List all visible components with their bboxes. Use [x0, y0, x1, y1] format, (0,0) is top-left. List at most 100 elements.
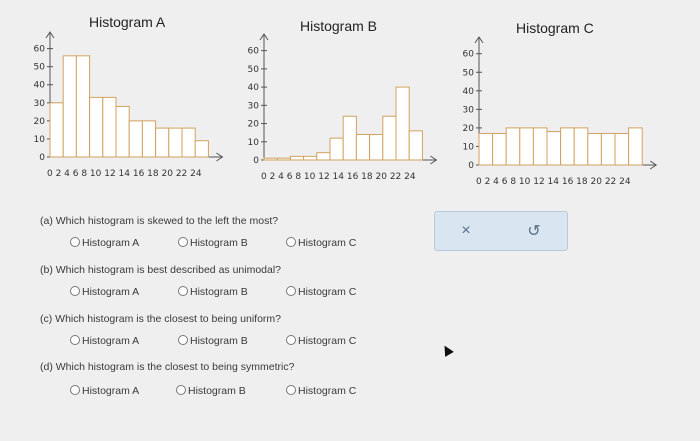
- histogram-bar: [276, 157, 291, 161]
- histogram-bar: [492, 132, 507, 166]
- histogram-bar: [62, 55, 77, 158]
- clear-button[interactable]: ×: [453, 218, 479, 244]
- y-tick-label: 0: [253, 156, 259, 166]
- histogram-bar: [263, 157, 278, 161]
- radio-icon[interactable]: [286, 286, 296, 296]
- radio-icon[interactable]: [178, 237, 188, 247]
- histogram-bar: [614, 132, 630, 166]
- histogram-bar: [329, 137, 344, 161]
- option-b-histogram-c[interactable]: Histogram C: [286, 286, 356, 298]
- option-b-histogram-b[interactable]: Histogram B: [178, 286, 248, 298]
- option-label: Histogram C: [298, 286, 357, 298]
- y-axis-arrow: [45, 31, 55, 39]
- y-tick-label: 10: [463, 142, 475, 152]
- y-tick-label: 50: [248, 65, 260, 75]
- option-c-histogram-a[interactable]: Histogram A: [70, 335, 139, 347]
- y-tick-label: 40: [248, 83, 260, 93]
- x-tick-labels: 0 2 4 6 8 10 12 14 16 18 20 22 24: [476, 177, 631, 187]
- histogram-bar: [181, 127, 196, 158]
- option-d-histogram-a[interactable]: Histogram A: [70, 385, 139, 397]
- y-tick-label: 30: [463, 105, 475, 115]
- histogram-bar: [115, 105, 130, 158]
- option-a-histogram-c[interactable]: Histogram C: [286, 237, 356, 249]
- y-tick-label: 10: [34, 135, 46, 145]
- y-tick-label: 0: [39, 153, 45, 163]
- radio-icon[interactable]: [70, 385, 80, 395]
- histogram-bar: [155, 127, 170, 158]
- histogram-bar: [342, 115, 357, 161]
- y-tick-label: 40: [463, 87, 475, 97]
- y-tick-label: 50: [34, 63, 46, 73]
- y-tick-label: 50: [463, 68, 475, 78]
- histogram-bar: [194, 140, 209, 158]
- histogram-bar: [141, 120, 157, 158]
- radio-icon[interactable]: [176, 385, 186, 395]
- histogram-bar: [478, 132, 494, 166]
- y-tick-label: 20: [463, 124, 475, 134]
- histogram-bar: [369, 133, 384, 161]
- y-axis-arrow: [259, 33, 269, 41]
- option-d-histogram-c[interactable]: Histogram C: [286, 385, 356, 397]
- option-d-histogram-b[interactable]: Histogram B: [176, 385, 246, 397]
- x-tick-labels: 0 2 4 6 8 10 12 14 16 18 20 22 24: [47, 169, 202, 179]
- histogram-bar: [128, 120, 143, 158]
- histogram-bar: [355, 133, 371, 161]
- histogram-bar: [587, 132, 602, 166]
- option-c-histogram-c[interactable]: Histogram C: [286, 335, 356, 347]
- histogram-b-title: Histogram B: [300, 18, 378, 34]
- option-label: Histogram A: [82, 237, 140, 249]
- radio-icon[interactable]: [286, 335, 296, 345]
- radio-icon[interactable]: [70, 286, 80, 296]
- question-c-label: (c) Which histogram is the closest to be…: [40, 313, 282, 325]
- mouse-cursor-icon: [440, 343, 454, 357]
- option-b-histogram-a[interactable]: Histogram A: [70, 286, 139, 298]
- radio-icon[interactable]: [286, 385, 296, 395]
- question-b-label: (b) Which histogram is best described as…: [40, 264, 282, 276]
- histogram-bar: [168, 127, 183, 158]
- option-a-histogram-a[interactable]: Histogram A: [70, 237, 139, 249]
- histogram-bar: [573, 127, 589, 166]
- option-label: Histogram A: [82, 286, 140, 298]
- option-c-histogram-b[interactable]: Histogram B: [178, 335, 248, 347]
- histogram-bar: [560, 127, 575, 166]
- radio-icon[interactable]: [70, 237, 80, 247]
- histogram-bar: [289, 155, 305, 161]
- option-label: Histogram C: [298, 335, 357, 347]
- histogram-bar: [382, 115, 397, 161]
- y-tick-label: 20: [248, 120, 260, 130]
- y-tick-label: 0: [468, 161, 474, 171]
- histogram-bar: [408, 130, 423, 161]
- radio-icon[interactable]: [70, 335, 80, 345]
- radio-icon[interactable]: [286, 237, 296, 247]
- histogram-bar: [505, 127, 521, 166]
- x-axis-arrow: [649, 160, 658, 170]
- y-tick-label: 30: [34, 99, 46, 109]
- histogram-bar: [303, 155, 318, 161]
- histogram-bar: [519, 127, 534, 166]
- histogram-bar: [89, 96, 104, 158]
- option-label: Histogram B: [188, 385, 246, 397]
- option-a-histogram-b[interactable]: Histogram B: [178, 237, 248, 249]
- histogram-bar: [628, 127, 643, 166]
- undo-icon: ↺: [527, 223, 541, 240]
- x-axis-arrow: [430, 155, 438, 165]
- question-d-label: (d) Which histogram is the closest to be…: [40, 361, 295, 373]
- histogram-c-title: Histogram C: [516, 20, 594, 36]
- option-label: Histogram B: [190, 286, 248, 298]
- x-axis-arrow: [216, 152, 224, 162]
- option-label: Histogram B: [190, 335, 248, 347]
- histogram-bar: [316, 152, 331, 161]
- option-label: Histogram B: [190, 237, 248, 249]
- radio-icon[interactable]: [178, 335, 188, 345]
- close-icon: ×: [461, 222, 471, 239]
- radio-icon[interactable]: [178, 286, 188, 296]
- answer-tools-panel: × ↺: [434, 211, 568, 251]
- histogram-bar: [532, 127, 548, 166]
- histogram-a-title: Histogram A: [89, 14, 166, 30]
- y-tick-label: 40: [34, 81, 46, 91]
- y-tick-label: 10: [248, 138, 260, 148]
- undo-button[interactable]: ↺: [521, 218, 547, 244]
- histogram-bar: [546, 131, 562, 166]
- histogram-bar: [395, 86, 410, 161]
